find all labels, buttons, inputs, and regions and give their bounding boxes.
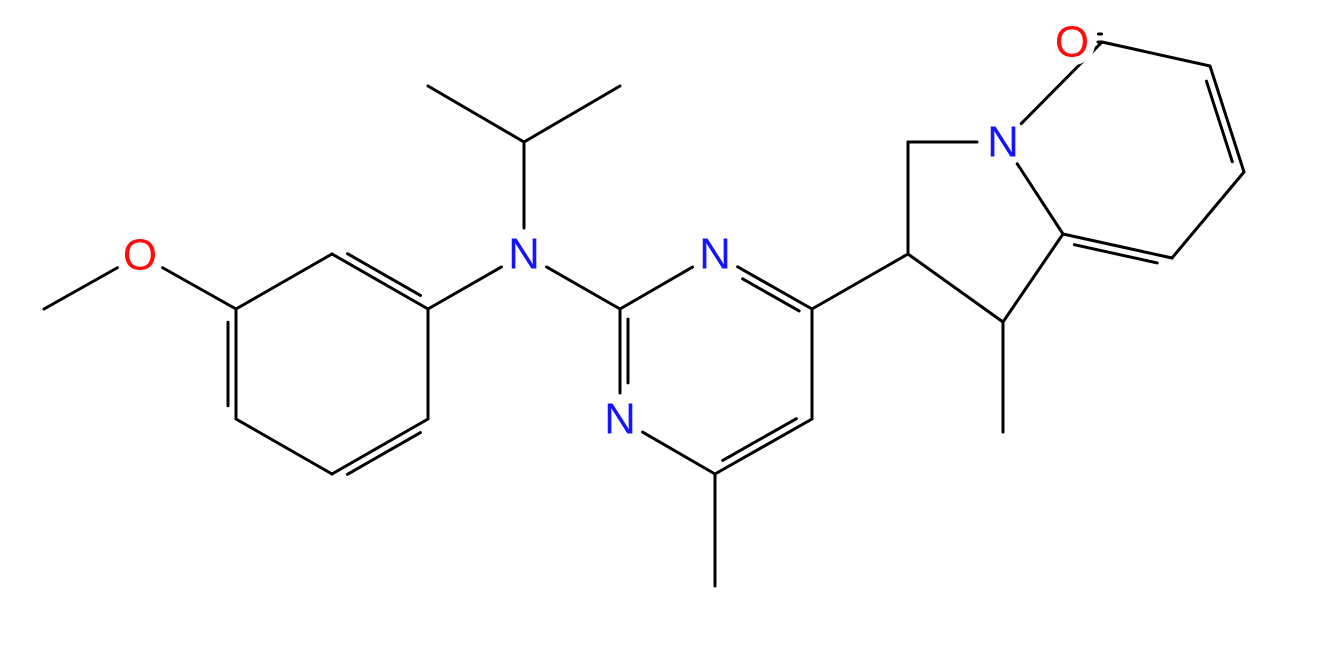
o-atom-label: O — [123, 231, 157, 280]
n-atom-label: N — [987, 118, 1019, 167]
n-atom-label: N — [508, 230, 540, 279]
o-atom-label: O — [1055, 18, 1089, 67]
n-atom-label: N — [699, 230, 731, 279]
molecule-diagram: O N N N N O — [0, 0, 1320, 664]
n-atom-label: N — [604, 395, 636, 444]
